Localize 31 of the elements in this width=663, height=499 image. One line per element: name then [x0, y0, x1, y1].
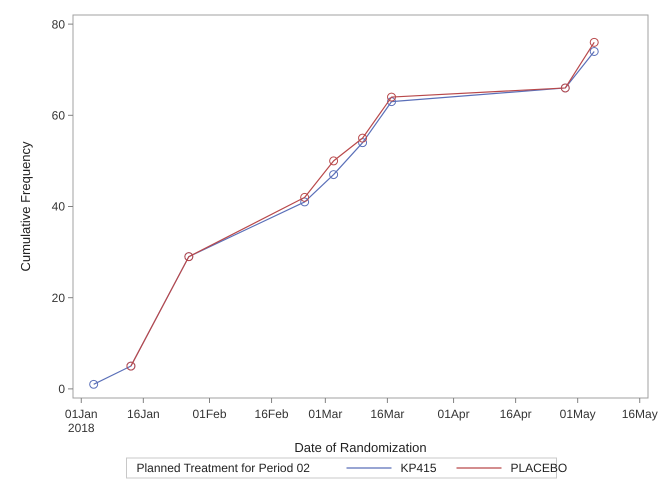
x-tick-label: 16Feb [254, 407, 289, 421]
x-tick-label: 01Feb [192, 407, 227, 421]
x-tick-label: 01Apr [438, 407, 470, 421]
point [300, 192, 310, 202]
x-tick-label: 01Jan 2018 [64, 407, 98, 435]
legend-title: Planned Treatment for Period 02 [136, 461, 310, 476]
y-tick-label: 60 [52, 108, 66, 123]
y-tick-label: 40 [52, 200, 66, 214]
point [358, 138, 368, 148]
point [300, 197, 310, 206]
x-tick-label: 16Mar [370, 407, 404, 421]
point [89, 380, 98, 389]
x-tick-label: 01May [560, 407, 596, 421]
y-tick-label: 80 [52, 17, 66, 32]
x-tick-label: 16Jan [126, 407, 160, 421]
y-tick-label: 0 [58, 382, 66, 396]
x-tick-label: 01Mar [308, 407, 342, 421]
legend-label: PLACEBO [510, 461, 568, 476]
y-tick-label: 20 [52, 290, 66, 305]
x-axis-title: Date of Randomization [294, 440, 427, 455]
x-tick-label: 16May [622, 407, 658, 421]
point [387, 97, 396, 106]
x-tick-label: 16Apr [500, 407, 532, 421]
legend-label: KP415 [400, 461, 437, 476]
point [590, 46, 599, 56]
point [329, 170, 338, 180]
y-axis-title: Cumulative Frequency [18, 140, 33, 272]
point [329, 156, 338, 166]
point [387, 92, 396, 102]
point [590, 38, 599, 47]
point [358, 134, 368, 143]
